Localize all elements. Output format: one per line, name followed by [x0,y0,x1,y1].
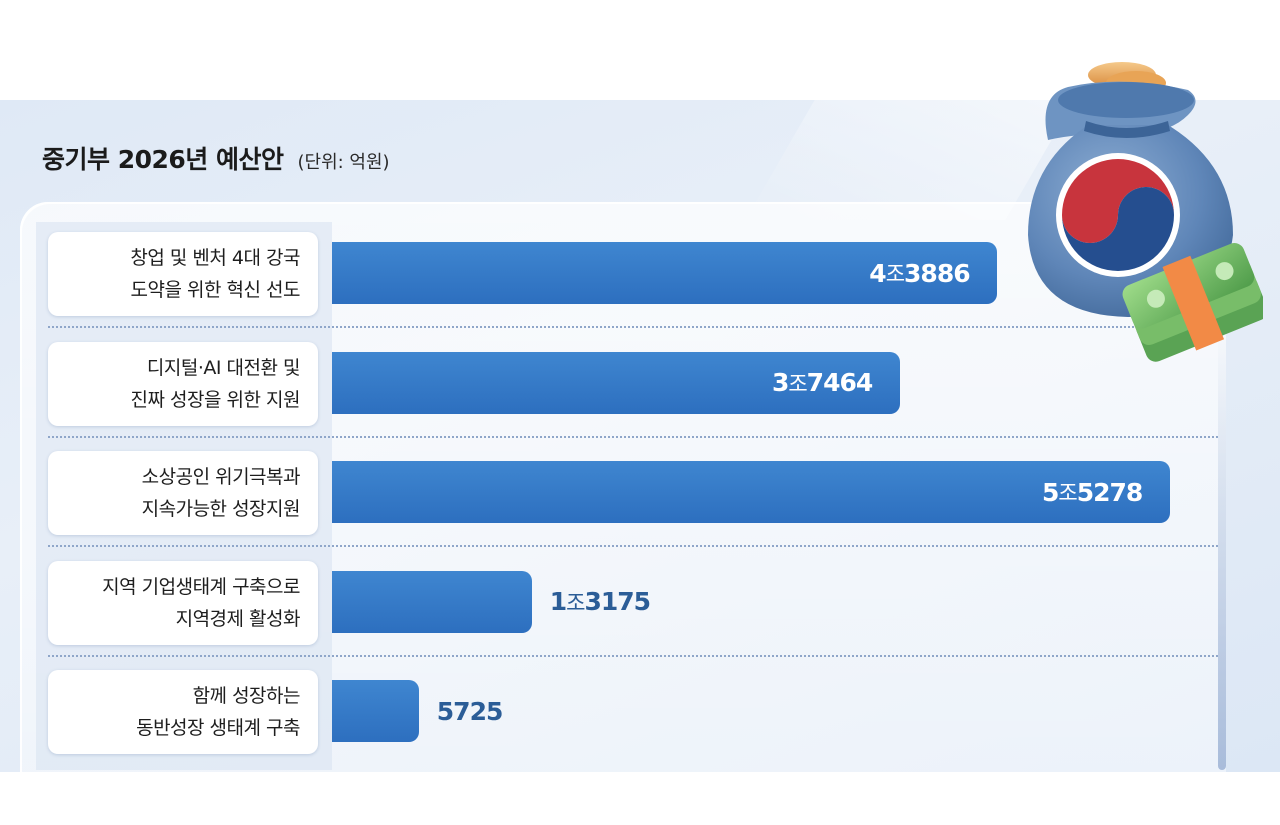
category-label-line: 소상공인 위기극복과 [141,466,301,488]
category-label-line: 지역 기업생태계 구축으로 [102,575,300,598]
data-label-value: 7464 [806,368,874,397]
money-bag-with-cash-icon [1028,62,1263,362]
category-label-line: 지속가능한 성장지원 [141,498,301,520]
row-divider [48,654,1218,657]
data-label-value: 5725 [436,696,504,726]
data-label: 5 조 5278 [1042,461,1144,523]
data-label: 1 조 3175 [549,571,651,633]
bar [332,351,900,414]
row-divider [48,326,1218,328]
data-label-jo: 1 [549,587,567,616]
panel-edge [1218,330,1226,770]
data-label: 3 조 7464 [771,352,874,414]
data-label-jo-unit: 조 [788,371,807,396]
category-label-line: 도약을 위한 혁신 선도 [130,279,301,301]
data-label: 4 조 3886 [869,242,971,304]
data-label-value: 3175 [584,587,651,616]
data-label-jo-unit: 조 [885,262,905,286]
category-label-line: 지역경제 활성화 [175,607,301,630]
row-divider [48,435,1218,438]
data-label-jo: 5 [1042,477,1059,507]
bar [332,242,998,304]
bar [332,570,532,633]
data-label: 5725 [436,680,504,742]
category-label-line: 함께 성장하는 [192,685,301,707]
row-divider [48,545,1218,547]
category-label-line: 진짜 성장을 위한 지원 [130,388,301,411]
data-label-jo-unit: 조 [1058,481,1077,505]
data-label-value: 5278 [1076,477,1144,507]
data-label-jo-unit: 조 [566,590,585,615]
category-label-line: 동반성장 생태계 구축 [136,717,300,739]
bar [332,680,419,742]
data-label-jo: 3 [771,368,789,397]
chart-header: 중기부 2026년 예산안 (단위: 억원) [42,140,390,176]
category-label-line: 창업 및 벤처 4대 강국 [130,247,300,269]
category-label-line: 디지털·AI 대전환 및 [146,356,301,379]
chart-unit: (단위: 억원) [297,152,390,173]
chart-title: 중기부 2026년 예산안 [42,145,284,174]
data-label-value: 3886 [904,258,971,288]
bar [332,461,1170,523]
data-label-jo: 4 [869,258,886,288]
